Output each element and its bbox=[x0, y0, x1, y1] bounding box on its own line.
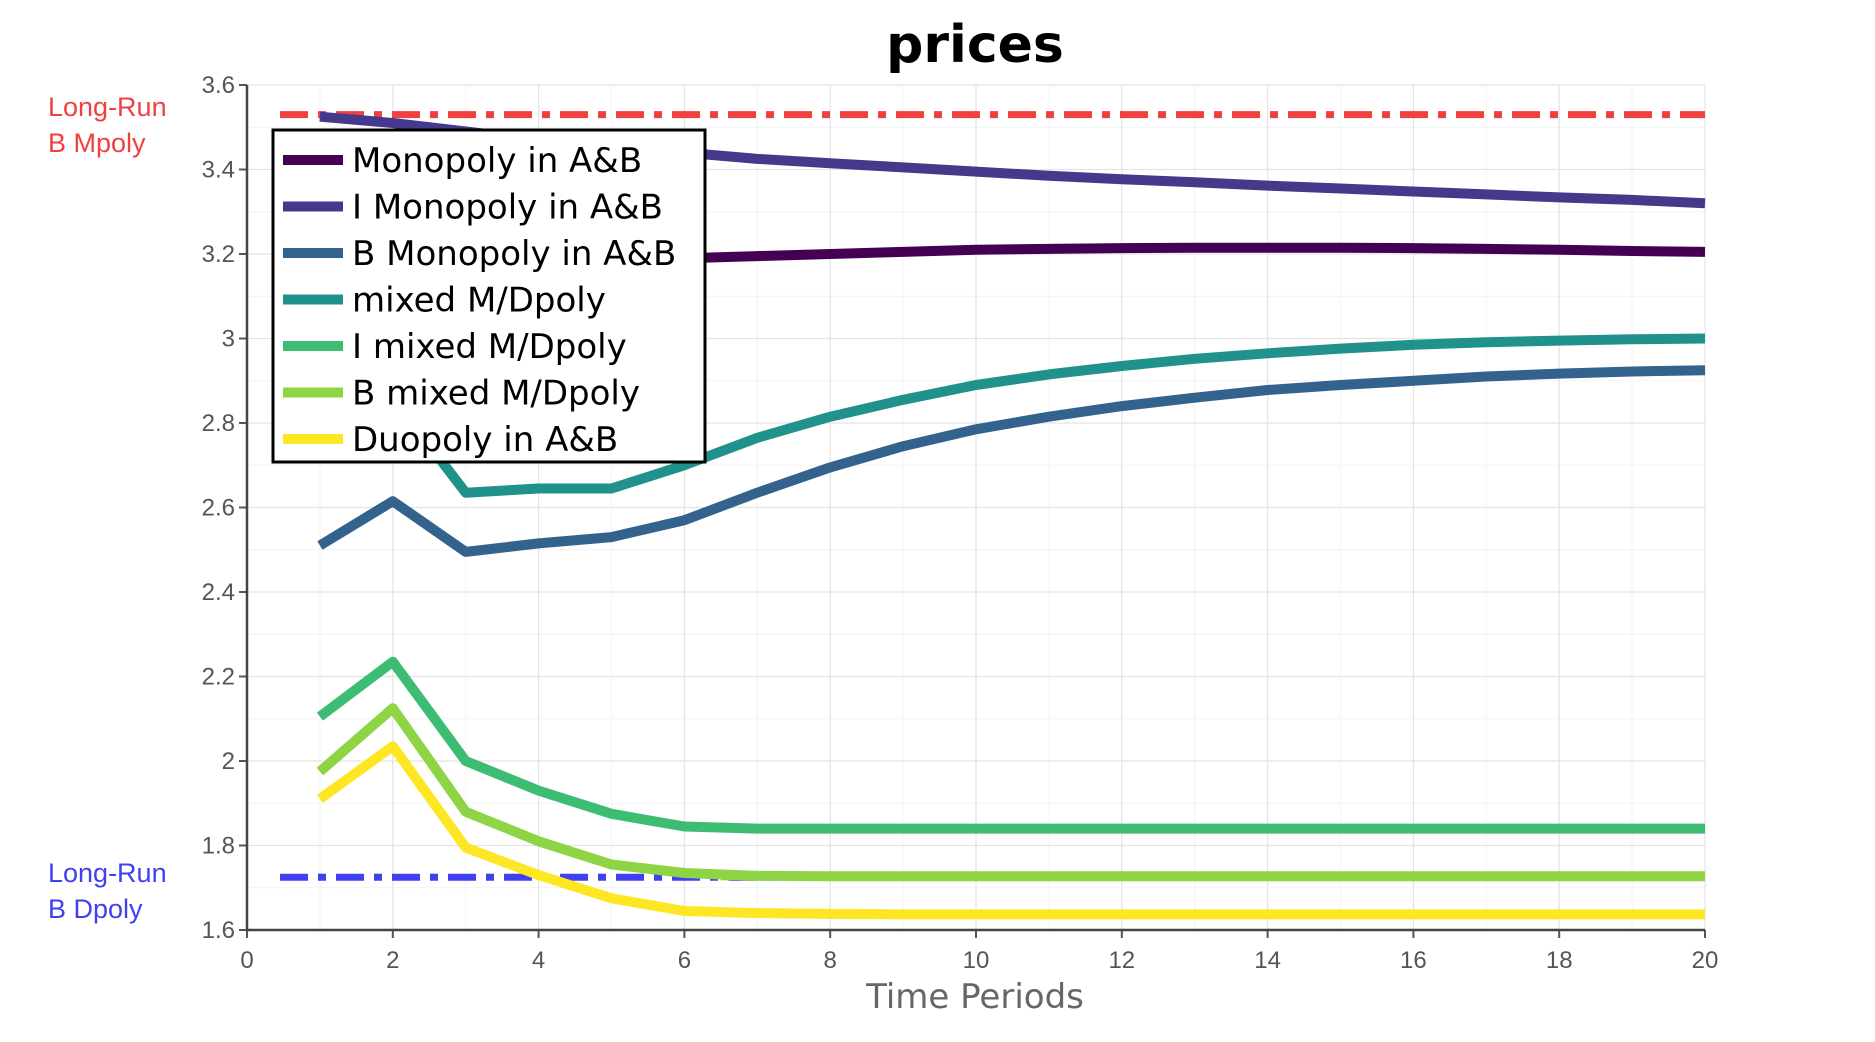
y-tick-label: 2.6 bbox=[202, 495, 235, 522]
y-tick-label: 3 bbox=[222, 326, 235, 353]
x-tick-label: 18 bbox=[1546, 947, 1573, 974]
series-line bbox=[317, 365, 1706, 557]
x-tick-label: 8 bbox=[824, 947, 837, 974]
series-line bbox=[317, 333, 1706, 498]
series-line bbox=[316, 703, 1705, 882]
reference-line-labels: Long-Run B Mpoly Long-Run B Dpoly bbox=[48, 92, 167, 924]
legend: Monopoly in A&B I Monopoly in A&B B Monopo… bbox=[271, 128, 707, 464]
x-tick-label: 14 bbox=[1254, 947, 1281, 974]
x-tick-label: 16 bbox=[1400, 947, 1427, 974]
x-tick-labels: 0 2 4 6 8 10 12 14 16 18 20 bbox=[240, 947, 1718, 974]
chart-title: prices bbox=[886, 15, 1064, 75]
reference-line-label: B Dpoly bbox=[48, 894, 143, 924]
x-tick-label: 12 bbox=[1108, 947, 1135, 974]
x-tick-label: 20 bbox=[1692, 947, 1719, 974]
legend-label: I Monopoly in A&B bbox=[352, 188, 663, 228]
y-tick-label: 3.4 bbox=[202, 157, 235, 184]
reference-line-label: Long-Run bbox=[48, 92, 167, 122]
legend-label: B Monopoly in A&B bbox=[352, 234, 676, 274]
series-line bbox=[316, 656, 1705, 834]
y-tick-label: 1.6 bbox=[202, 917, 235, 944]
y-tick-label: 3.2 bbox=[202, 241, 235, 268]
legend-label: mixed M/Dpoly bbox=[352, 281, 606, 321]
series-line bbox=[316, 741, 1705, 920]
x-tick-label: 2 bbox=[386, 947, 399, 974]
y-tick-labels: 1.6 1.8 2 2.2 2.4 2.6 2.8 3 3.2 3.4 3.6 bbox=[202, 72, 235, 944]
x-tick-label: 6 bbox=[678, 947, 691, 974]
y-tick-label: 2.2 bbox=[202, 664, 235, 691]
x-tick-label: 0 bbox=[240, 947, 253, 974]
reference-line-label: B Mpoly bbox=[48, 128, 146, 158]
x-tick-label: 4 bbox=[532, 947, 545, 974]
series-lines bbox=[316, 111, 1706, 920]
y-tick-label: 1.8 bbox=[202, 833, 235, 860]
legend-label: B mixed M/Dpoly bbox=[352, 374, 640, 414]
y-tick-label: 2 bbox=[222, 748, 235, 775]
x-tick-label: 10 bbox=[963, 947, 990, 974]
y-tick-label: 3.6 bbox=[202, 72, 235, 99]
x-axis-label: Time Periods bbox=[865, 977, 1084, 1017]
legend-label: I mixed M/Dpoly bbox=[352, 327, 627, 367]
reference-line-label: Long-Run bbox=[48, 858, 167, 888]
legend-label: Monopoly in A&B bbox=[352, 141, 642, 181]
axes bbox=[239, 84, 1706, 938]
legend-label: Duopoly in A&B bbox=[352, 420, 618, 460]
y-tick-label: 2.8 bbox=[202, 410, 235, 437]
y-tick-label: 2.4 bbox=[202, 579, 235, 606]
legend-box bbox=[271, 128, 707, 464]
